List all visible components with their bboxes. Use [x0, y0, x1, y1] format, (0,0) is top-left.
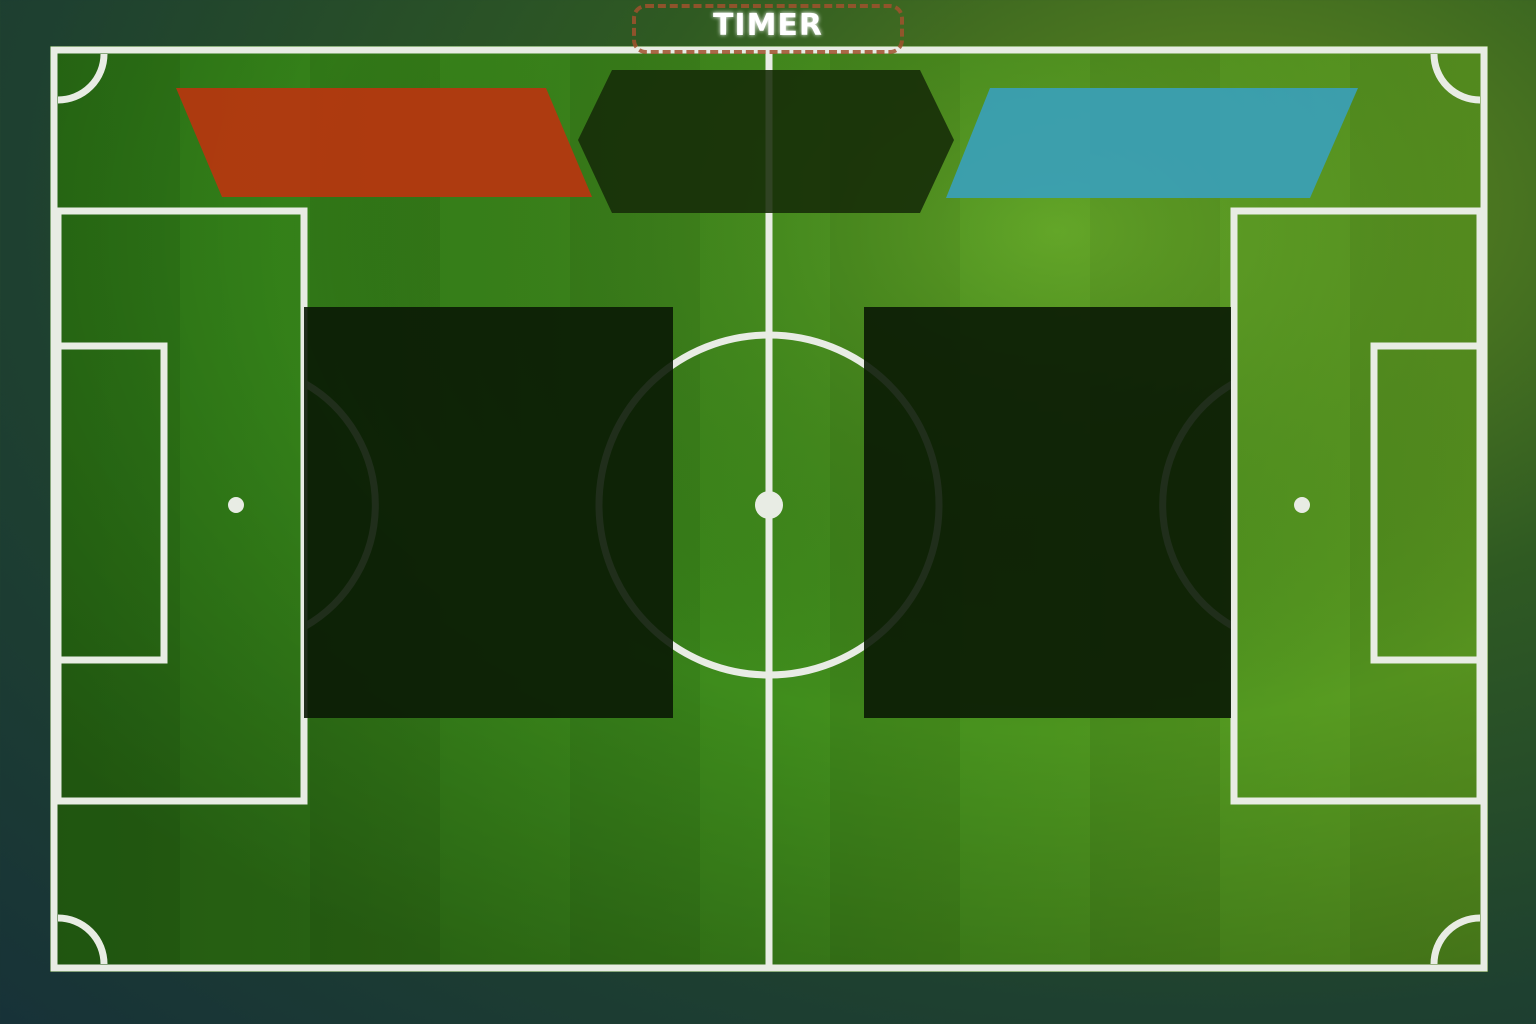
home-team-score-panel	[176, 88, 592, 197]
center-info-panel	[578, 70, 954, 213]
right-goal-box	[1370, 342, 1484, 664]
corner-arc-bottom-right	[1430, 914, 1481, 965]
left-penalty-spot	[228, 497, 244, 513]
right-overlay-panel	[864, 307, 1231, 718]
right-penalty-spot	[1294, 497, 1310, 513]
center-spot	[755, 491, 783, 519]
left-overlay-panel	[304, 307, 673, 718]
away-team-score-panel	[946, 88, 1358, 198]
corner-arc-top-left	[57, 53, 108, 104]
corner-arc-bottom-left	[57, 914, 108, 965]
left-goal-box	[54, 342, 168, 664]
timer-tab	[632, 4, 904, 54]
timer-label: TIMER	[712, 8, 824, 43]
corner-arc-top-right	[1430, 53, 1481, 104]
